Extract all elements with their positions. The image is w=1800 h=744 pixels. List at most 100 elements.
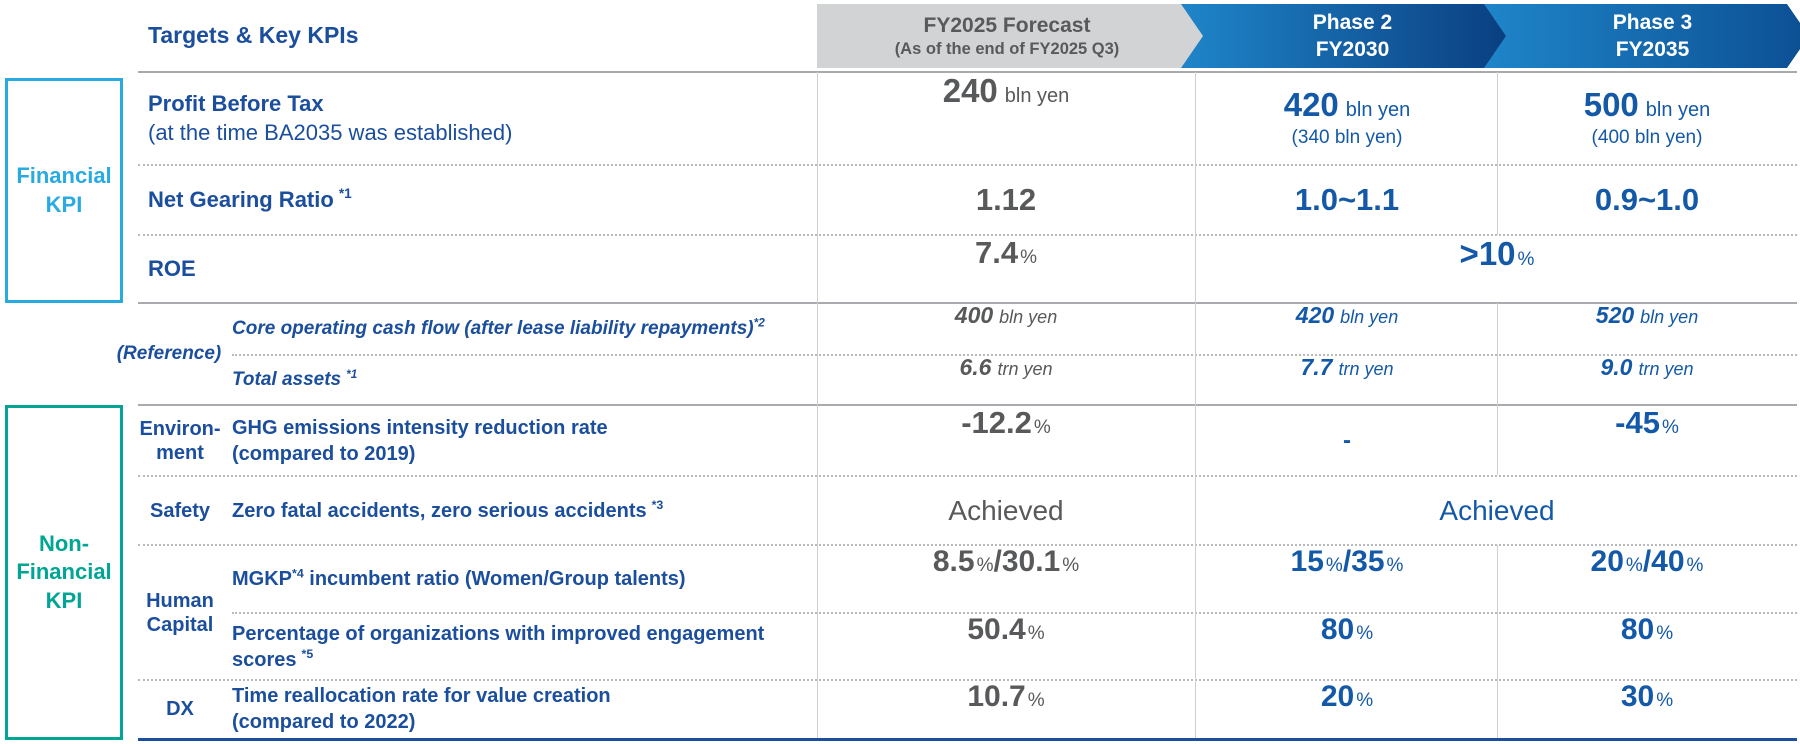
total-assets-label: Total assets [232, 369, 342, 391]
category-environment-line1: Environ- [139, 417, 221, 440]
cell-engagement-phase2: 80 % [1197, 613, 1497, 680]
ghg-phase3-value: -45 [1615, 405, 1660, 440]
cell-safety-phase23: Achieved [1197, 476, 1797, 545]
divider-dotted [138, 679, 1797, 681]
row-label-ghg: GHG emissions intensity reduction rate (… [232, 405, 817, 476]
net-gearing-label: Net Gearing Ratio [148, 186, 334, 212]
dx-phase3-value: 30 [1620, 680, 1655, 713]
divider-dotted [138, 544, 1797, 546]
divider-financial-bottom [138, 302, 1797, 304]
cell-gearing-phase3: 0.9~1.0 [1497, 165, 1797, 235]
mgkp-fy2025-value1: 8.5 [932, 545, 975, 578]
pbt-phase2-note: (340 bln yen) [1291, 127, 1403, 149]
core-cf-phase3-unit: bln yen [1640, 307, 1699, 327]
ghg-label2: (compared to 2019) [232, 442, 416, 465]
core-cf-fy2025-value: 400 [954, 302, 994, 328]
total-assets-phase2-unit: trn yen [1338, 359, 1394, 379]
cell-mgkp-phase2: 15%/35% [1197, 545, 1497, 613]
divider-dotted [232, 612, 1797, 614]
column-divider [1497, 72, 1498, 235]
net-gearing-footnote: *1 [338, 186, 352, 202]
header-fy2025-title: FY2025 Forecast [923, 13, 1091, 37]
cell-ghg-fy2025: -12.2 % [817, 405, 1195, 476]
core-cf-phase2-value: 420 [1295, 302, 1335, 328]
mgkp-phase3-percent2: % [1686, 555, 1704, 576]
roe-phase23-value: >10 [1459, 235, 1516, 272]
cell-safety-fy2025: Achieved [817, 476, 1195, 545]
header-band-fy2025-forecast: FY2025 Forecast (As of the end of FY2025… [817, 4, 1209, 68]
pbt-fy2025-value: 240 [942, 72, 998, 109]
engagement-phase3-value: 80 [1620, 613, 1655, 646]
non-financial-kpi-label-line1: Non- [38, 530, 90, 556]
page-title: Targets & Key KPIs [148, 21, 359, 48]
mgkp-fy2025-percent2: % [1062, 555, 1080, 576]
cell-ghg-phase3: -45 % [1497, 405, 1797, 476]
engagement-phase2-percent: % [1356, 623, 1374, 644]
cell-core-cf-fy2025: 400 bln yen [817, 302, 1195, 355]
pbt-phase3-note: (400 bln yen) [1591, 127, 1703, 149]
engagement-phase2-value: 80 [1320, 613, 1355, 646]
mgkp-phase2-percent2: % [1386, 555, 1404, 576]
row-label-profit-before-tax: Profit Before Tax (at the time BA2035 wa… [148, 72, 788, 165]
safety-phase23-value: Achieved [1439, 494, 1555, 526]
financial-kpi-label-line2: KPI [45, 191, 83, 217]
dx-label2: (compared to 2022) [232, 711, 416, 733]
profit-before-tax-label2: (at the time BA2035 was established) [148, 119, 513, 145]
cell-mgkp-fy2025: 8.5%/30.1% [817, 545, 1195, 613]
dx-phase2-value: 20 [1320, 680, 1355, 713]
column-divider [1195, 72, 1196, 738]
row-label-total-assets: Total assets *1 [232, 355, 817, 405]
ghg-label: GHG emissions intensity reduction rate [232, 416, 608, 439]
pbt-phase3-unit: bln yen [1645, 99, 1711, 122]
core-cf-footnote: *2 [753, 316, 765, 330]
core-cf-phase3-value: 520 [1595, 302, 1635, 328]
cell-gearing-fy2025: 1.12 [817, 165, 1195, 235]
pbt-phase2-unit: bln yen [1345, 99, 1411, 122]
engagement-fy2025-percent: % [1027, 623, 1045, 644]
header-fy2025-subtitle: (As of the end of FY2025 Q3) [894, 39, 1120, 58]
non-financial-kpi-group-box: Non- Financial KPI [5, 405, 123, 740]
cell-pbt-phase2: 420 bln yen (340 bln yen) [1197, 72, 1497, 165]
category-human-capital-line1: Human [146, 589, 214, 612]
header-phase2-subtitle: FY2030 [1315, 38, 1390, 61]
gearing-fy2025-value: 1.12 [975, 182, 1037, 218]
header-phase2-title: Phase 2 [1312, 10, 1393, 34]
dx-label: Time reallocation rate for value creatio… [232, 685, 611, 707]
roe-fy2025-value: 7.4 [974, 235, 1019, 270]
total-assets-fy2025-value: 6.6 [959, 354, 992, 380]
non-financial-kpi-label-line2: Financial [16, 559, 112, 585]
non-financial-kpi-label-line3: KPI [45, 587, 83, 613]
category-dx: DX [166, 698, 194, 720]
mgkp-footnote: *4 [292, 566, 304, 581]
engagement-phase3-percent: % [1656, 623, 1674, 644]
divider-dotted [138, 234, 1797, 236]
row-label-core-cf: Core operating cash flow (after lease li… [232, 303, 817, 355]
cell-core-cf-phase3: 520 bln yen [1497, 302, 1797, 355]
divider-reference-bottom [138, 404, 1797, 406]
core-cf-label: Core operating cash flow (after lease li… [232, 318, 754, 340]
gearing-phase3-value: 0.9~1.0 [1594, 182, 1700, 218]
ghg-fy2025-value: -12.2 [961, 405, 1032, 440]
cell-ghg-phase2: - [1197, 405, 1497, 476]
pbt-phase3-value: 500 [1583, 86, 1639, 124]
total-assets-fy2025-unit: trn yen [997, 359, 1053, 379]
core-cf-fy2025-unit: bln yen [999, 307, 1058, 327]
row-label-dx: Time reallocation rate for value creatio… [232, 680, 817, 738]
mgkp-phase3-value1: 20 [1590, 545, 1624, 578]
mgkp-fy2025-percent1: % [976, 555, 994, 576]
cell-total-assets-phase3: 9.0 trn yen [1497, 354, 1797, 405]
row-label-roe: ROE [148, 235, 788, 303]
roe-fy2025-percent: % [1020, 247, 1037, 268]
safety-footnote: *3 [651, 497, 664, 512]
header-band-phase2: Phase 2 FY2030 [1181, 4, 1512, 68]
pbt-fy2025-unit: bln yen [1004, 85, 1070, 107]
financial-kpi-label-line1: Financial [16, 162, 112, 188]
cell-engagement-fy2025: 50.4 % [817, 613, 1195, 680]
dx-phase3-percent: % [1656, 690, 1674, 711]
cell-total-assets-fy2025: 6.6 trn yen [817, 354, 1195, 405]
cell-gearing-phase2: 1.0~1.1 [1197, 165, 1497, 235]
pbt-phase2-value: 420 [1283, 86, 1339, 124]
ghg-phase2-value: - [1343, 426, 1351, 454]
cell-dx-fy2025: 10.7 % [817, 680, 1195, 738]
